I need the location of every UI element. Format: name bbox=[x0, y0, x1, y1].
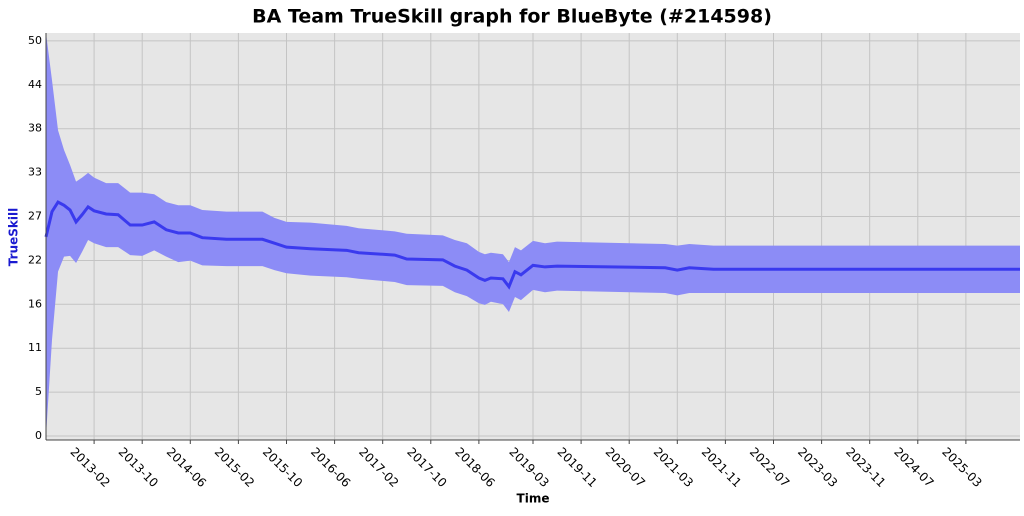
x-tick-label: 2013-02 bbox=[68, 445, 113, 490]
x-tick-label: 2024-07 bbox=[891, 445, 936, 490]
x-tick-label: 2018-06 bbox=[452, 445, 497, 490]
x-tick-label: 2019-11 bbox=[555, 445, 600, 490]
x-axis-label: Time bbox=[517, 492, 550, 506]
y-tick-label: 11 bbox=[28, 341, 42, 354]
x-tick-label: 2023-03 bbox=[795, 445, 840, 490]
y-tick-label: 5 bbox=[35, 385, 42, 398]
x-tick-label: 2019-03 bbox=[506, 445, 551, 490]
y-tick-label: 16 bbox=[28, 297, 42, 310]
y-tick-label: 33 bbox=[28, 166, 42, 179]
y-tick-label: 27 bbox=[28, 210, 42, 223]
x-tick-label: 2021-11 bbox=[699, 445, 744, 490]
y-tick-label: 0 bbox=[35, 429, 42, 442]
x-tick-label: 2017-02 bbox=[356, 445, 401, 490]
y-axis-label: TrueSkill bbox=[7, 208, 21, 266]
x-tick-label: 2015-10 bbox=[260, 445, 305, 490]
x-tick-label: 2014-06 bbox=[164, 445, 209, 490]
y-tick-label: 22 bbox=[28, 253, 42, 266]
x-tick-label: 2021-03 bbox=[651, 445, 696, 490]
y-tick-label: 44 bbox=[28, 78, 42, 91]
x-tick-label: 2025-03 bbox=[939, 445, 984, 490]
y-tick-label: 50 bbox=[28, 34, 42, 47]
x-tick-label: 2015-02 bbox=[212, 445, 257, 490]
y-tick-label: 38 bbox=[28, 122, 42, 135]
x-tick-label: 2023-11 bbox=[843, 445, 888, 490]
uncertainty-band bbox=[46, 33, 1020, 437]
line bbox=[44, 200, 1020, 290]
x-tick-label: 2013-10 bbox=[116, 445, 161, 490]
x-tick-label: 2020-07 bbox=[603, 445, 648, 490]
chart-title: BA Team TrueSkill graph for BlueByte (#2… bbox=[252, 6, 772, 28]
x-tick-label: 2022-07 bbox=[747, 445, 792, 490]
x-tick-label: 2016-06 bbox=[308, 445, 353, 490]
x-tick-label: 2017-10 bbox=[404, 445, 449, 490]
